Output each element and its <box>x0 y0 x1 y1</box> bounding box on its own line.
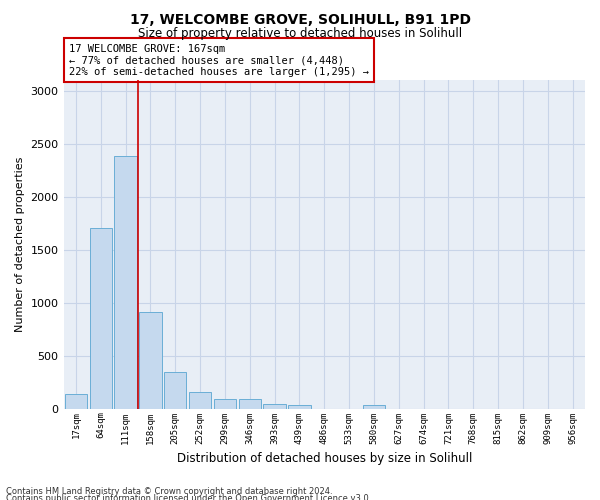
Text: Size of property relative to detached houses in Solihull: Size of property relative to detached ho… <box>138 28 462 40</box>
Bar <box>263 404 286 408</box>
Bar <box>239 399 261 408</box>
Bar <box>363 406 385 408</box>
Bar <box>89 228 112 408</box>
Bar <box>65 394 87 408</box>
Text: Contains HM Land Registry data © Crown copyright and database right 2024.: Contains HM Land Registry data © Crown c… <box>6 488 332 496</box>
Bar <box>139 312 161 408</box>
Bar <box>115 156 137 408</box>
Bar <box>214 399 236 408</box>
Text: 17 WELCOMBE GROVE: 167sqm
← 77% of detached houses are smaller (4,448)
22% of se: 17 WELCOMBE GROVE: 167sqm ← 77% of detac… <box>69 44 369 76</box>
X-axis label: Distribution of detached houses by size in Solihull: Distribution of detached houses by size … <box>176 452 472 465</box>
Bar <box>189 392 211 408</box>
Bar <box>164 372 187 408</box>
Text: Contains public sector information licensed under the Open Government Licence v3: Contains public sector information licen… <box>6 494 371 500</box>
Y-axis label: Number of detached properties: Number of detached properties <box>15 156 25 332</box>
Bar <box>288 406 311 408</box>
Text: 17, WELCOMBE GROVE, SOLIHULL, B91 1PD: 17, WELCOMBE GROVE, SOLIHULL, B91 1PD <box>130 12 470 26</box>
